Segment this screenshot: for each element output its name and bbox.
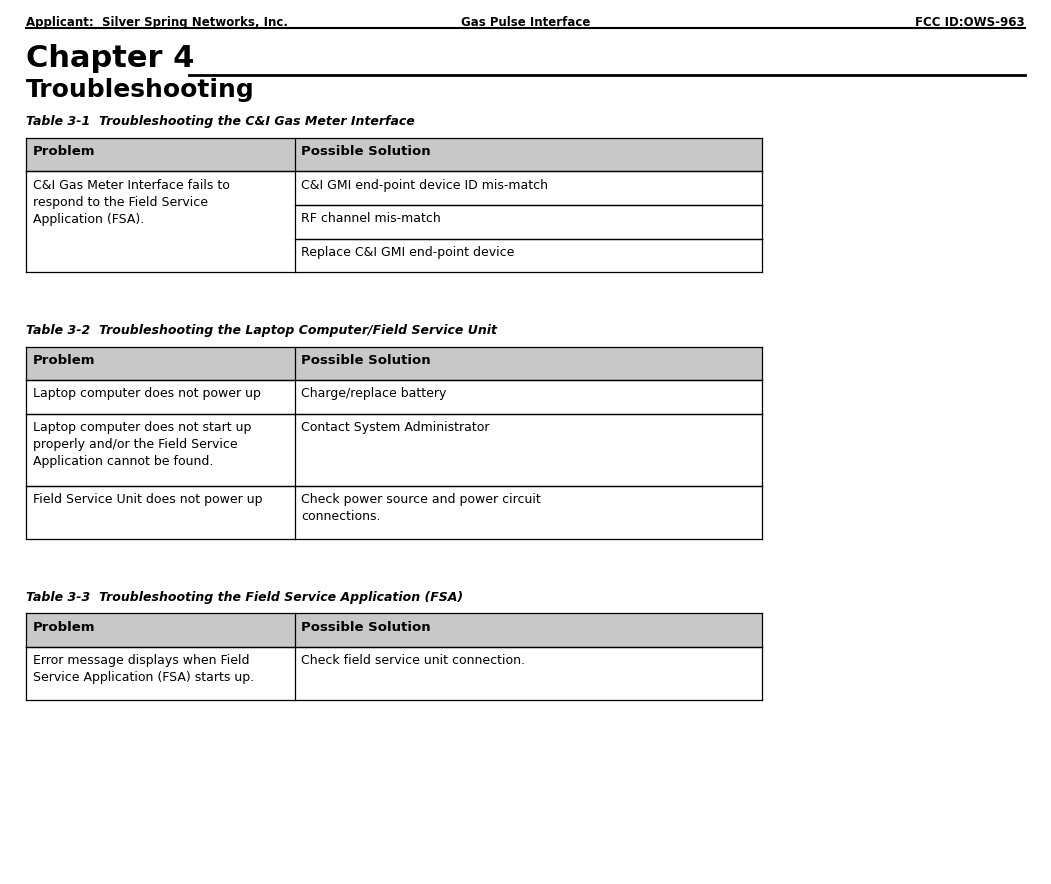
Text: Problem: Problem bbox=[33, 621, 95, 634]
Text: Gas Pulse Interface: Gas Pulse Interface bbox=[460, 16, 591, 29]
Bar bbox=[26, 138, 762, 171]
Text: Problem: Problem bbox=[33, 145, 95, 158]
Text: Check power source and power circuit
connections.: Check power source and power circuit con… bbox=[302, 493, 541, 523]
Text: Field Service Unit does not power up: Field Service Unit does not power up bbox=[33, 493, 262, 507]
Text: Table 3-3  Troubleshooting the Field Service Application (FSA): Table 3-3 Troubleshooting the Field Serv… bbox=[26, 591, 463, 604]
Bar bbox=[26, 347, 762, 380]
Text: Check field service unit connection.: Check field service unit connection. bbox=[302, 654, 526, 667]
Text: FCC ID:OWS-963: FCC ID:OWS-963 bbox=[915, 16, 1025, 29]
Text: C&I GMI end-point device ID mis-match: C&I GMI end-point device ID mis-match bbox=[302, 179, 549, 192]
Text: Possible Solution: Possible Solution bbox=[302, 145, 431, 158]
Text: Error message displays when Field
Service Application (FSA) starts up.: Error message displays when Field Servic… bbox=[33, 654, 253, 684]
Bar bbox=[26, 613, 762, 647]
Text: Laptop computer does not power up: Laptop computer does not power up bbox=[33, 387, 261, 400]
Text: C&I Gas Meter Interface fails to
respond to the Field Service
Application (FSA).: C&I Gas Meter Interface fails to respond… bbox=[33, 179, 229, 225]
Text: Charge/replace battery: Charge/replace battery bbox=[302, 387, 447, 400]
Text: Possible Solution: Possible Solution bbox=[302, 354, 431, 367]
Text: Replace C&I GMI end-point device: Replace C&I GMI end-point device bbox=[302, 246, 515, 259]
Text: Table 3-1  Troubleshooting the C&I Gas Meter Interface: Table 3-1 Troubleshooting the C&I Gas Me… bbox=[26, 115, 415, 128]
Text: Table 3-2  Troubleshooting the Laptop Computer/Field Service Unit: Table 3-2 Troubleshooting the Laptop Com… bbox=[26, 324, 497, 337]
Text: Problem: Problem bbox=[33, 354, 95, 367]
Text: Contact System Administrator: Contact System Administrator bbox=[302, 421, 490, 434]
Text: Troubleshooting: Troubleshooting bbox=[26, 78, 255, 102]
Text: Possible Solution: Possible Solution bbox=[302, 621, 431, 634]
Text: Applicant:  Silver Spring Networks, Inc.: Applicant: Silver Spring Networks, Inc. bbox=[26, 16, 288, 29]
Text: RF channel mis-match: RF channel mis-match bbox=[302, 212, 440, 225]
Text: Chapter 4: Chapter 4 bbox=[26, 44, 194, 73]
Text: Laptop computer does not start up
properly and/or the Field Service
Application : Laptop computer does not start up proper… bbox=[33, 421, 251, 468]
